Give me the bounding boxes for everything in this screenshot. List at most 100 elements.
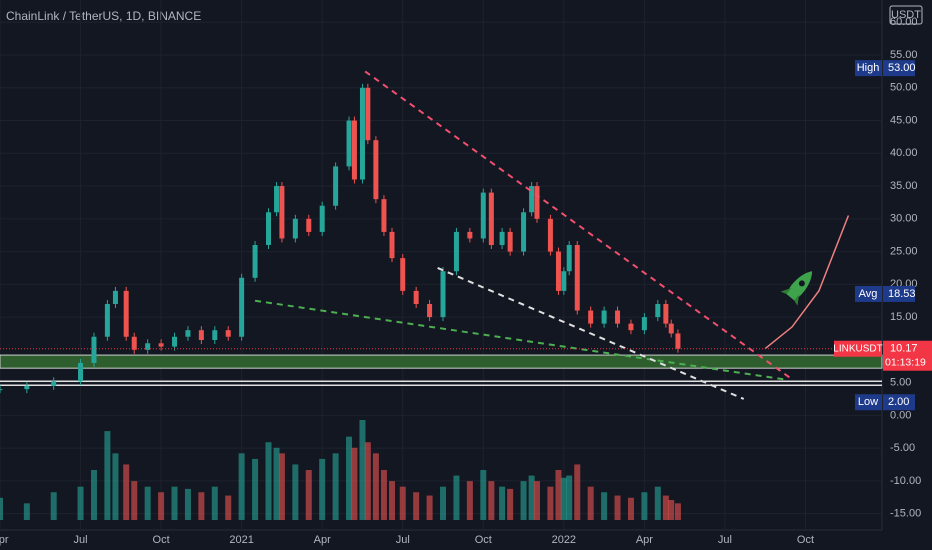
candle-body bbox=[663, 303, 669, 324]
price-value: 2.00 bbox=[888, 396, 909, 408]
volume-bar bbox=[351, 447, 358, 520]
volume-bar bbox=[184, 488, 191, 520]
volume-bar bbox=[480, 470, 487, 520]
x-tick-label: 2021 bbox=[229, 534, 253, 546]
volume-bar bbox=[144, 486, 151, 520]
volume-bar bbox=[131, 481, 138, 520]
y-tick-label: 30.00 bbox=[890, 213, 918, 225]
volume-bar bbox=[389, 481, 395, 520]
candle-body bbox=[292, 218, 298, 239]
candle-body bbox=[91, 336, 97, 363]
price-value: 53.00 bbox=[888, 62, 916, 74]
x-tick-label: 2022 bbox=[552, 534, 576, 546]
y-tick-label: 25.00 bbox=[890, 245, 918, 257]
volume-bar bbox=[533, 481, 540, 520]
price-name-badge bbox=[855, 394, 882, 411]
candle-body bbox=[319, 205, 325, 232]
candle-body bbox=[488, 192, 494, 246]
candle-body bbox=[279, 186, 285, 239]
candle-body bbox=[112, 290, 118, 304]
volume-bar bbox=[380, 470, 387, 520]
candle-body bbox=[547, 218, 553, 252]
volume-bar bbox=[238, 453, 245, 520]
price-name-badge bbox=[855, 285, 882, 302]
countdown: 01:13:19 bbox=[885, 357, 926, 369]
price-badge bbox=[883, 340, 932, 371]
y-tick-label: 45.00 bbox=[890, 114, 918, 126]
volume-bar bbox=[499, 486, 506, 520]
volume-bar bbox=[198, 492, 205, 520]
volume-bar bbox=[453, 475, 460, 520]
candle-body bbox=[389, 231, 395, 259]
volume-bar bbox=[50, 492, 57, 520]
candle-body bbox=[628, 323, 634, 331]
last-price-badge bbox=[834, 340, 882, 357]
candle-body bbox=[529, 186, 535, 213]
candle-body bbox=[158, 343, 164, 347]
volume-bar bbox=[252, 458, 259, 520]
price-name: Avg bbox=[859, 288, 878, 300]
price-name: High bbox=[857, 62, 880, 74]
volume-bar bbox=[112, 453, 119, 520]
candle-body bbox=[499, 231, 505, 246]
candle-body bbox=[675, 333, 681, 349]
volume-bar bbox=[488, 481, 495, 520]
candle-body bbox=[346, 120, 352, 167]
chart-title: ChainLink / TetherUS, 1D, BINANCE bbox=[6, 9, 201, 23]
candle-body bbox=[78, 362, 84, 382]
y-tick-label: -15.00 bbox=[890, 508, 921, 520]
currency-box[interactable] bbox=[889, 5, 923, 25]
candle-body bbox=[172, 336, 178, 347]
candle-body bbox=[185, 330, 191, 337]
candle-body bbox=[24, 385, 30, 390]
candle-body bbox=[131, 336, 137, 350]
x-tick-label: Jul bbox=[74, 534, 88, 546]
price-value: 10.17 bbox=[890, 343, 918, 355]
x-tick-label: Oct bbox=[797, 534, 814, 546]
candle-body bbox=[373, 140, 379, 200]
price-badge bbox=[883, 60, 915, 77]
candle-body bbox=[427, 303, 433, 318]
volume-bar bbox=[627, 497, 634, 520]
price-name: Low bbox=[858, 396, 878, 408]
volume-bar bbox=[399, 486, 406, 520]
volume-bar bbox=[574, 464, 581, 520]
volume-bar bbox=[158, 492, 165, 520]
candle-body bbox=[239, 277, 245, 337]
currency: USDT bbox=[891, 9, 921, 21]
y-tick-label: 55.00 bbox=[890, 49, 918, 61]
candle-body bbox=[0, 389, 3, 391]
candle-body bbox=[252, 245, 258, 278]
volume-bar bbox=[614, 495, 621, 520]
candle-body bbox=[104, 303, 110, 337]
y-tick-label: 5.00 bbox=[890, 377, 911, 389]
volume-bar bbox=[225, 495, 232, 520]
volume-bar bbox=[507, 488, 514, 520]
candle-body bbox=[574, 245, 580, 311]
candle-body bbox=[123, 290, 129, 337]
x-tick-label: Jul bbox=[396, 534, 410, 546]
volume-bar bbox=[359, 420, 366, 520]
volume-bar bbox=[346, 436, 353, 520]
volume-bar bbox=[641, 492, 648, 520]
x-tick-label: Apr bbox=[0, 534, 9, 546]
candle-body bbox=[333, 166, 339, 206]
y-tick-label: 40.00 bbox=[890, 147, 918, 159]
volume-bar bbox=[273, 447, 280, 520]
x-tick-label: Jul bbox=[718, 534, 732, 546]
candle-body bbox=[306, 218, 312, 232]
zone bbox=[0, 354, 883, 369]
candle-body bbox=[400, 258, 406, 291]
price-badge bbox=[883, 285, 915, 302]
last-price-name: LINKUSDT bbox=[833, 343, 882, 354]
candle-body bbox=[467, 231, 473, 239]
volume-bar bbox=[654, 486, 661, 520]
candle-body bbox=[641, 317, 647, 331]
y-tick-label: 0.00 bbox=[890, 409, 911, 421]
candle-body bbox=[274, 186, 280, 213]
candle-body bbox=[615, 310, 621, 324]
y-tick-label: -5.00 bbox=[890, 442, 915, 454]
candle-body bbox=[655, 303, 661, 318]
y-tick-label: 50.00 bbox=[890, 82, 918, 94]
